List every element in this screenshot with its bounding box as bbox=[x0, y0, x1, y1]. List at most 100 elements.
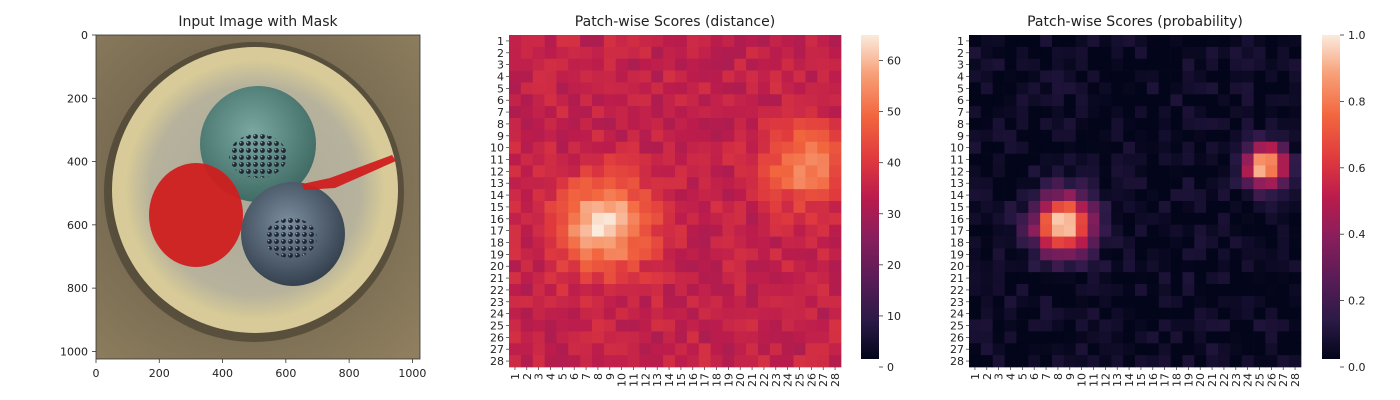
heatmap-cell bbox=[1004, 70, 1017, 83]
heatmap-cell bbox=[1182, 201, 1195, 214]
heatmap-cell bbox=[1170, 141, 1183, 154]
heatmap-cell bbox=[627, 355, 640, 368]
heatmap-cell bbox=[568, 331, 581, 344]
heatmap-cell bbox=[793, 70, 806, 83]
heatmap-cell bbox=[1028, 236, 1041, 249]
heatmap-cell bbox=[1075, 177, 1088, 190]
heatmap-cell bbox=[603, 201, 617, 214]
heatmap-cell bbox=[1146, 165, 1160, 178]
heatmap-cell bbox=[639, 165, 652, 178]
heatmap-cell bbox=[1146, 177, 1160, 190]
heatmap-cell bbox=[1182, 189, 1195, 202]
heatmap-cell bbox=[580, 201, 593, 214]
heatmap-cell bbox=[1182, 70, 1195, 83]
heatmap-cell bbox=[592, 94, 605, 107]
heatmap-cell bbox=[509, 70, 522, 83]
heatmap-cell bbox=[1052, 118, 1065, 131]
heatmap-cell bbox=[663, 82, 676, 95]
heatmap-cell bbox=[980, 106, 994, 119]
heatmap-cell bbox=[592, 224, 605, 237]
heatmap-cell bbox=[1040, 319, 1053, 332]
heatmap-cell bbox=[663, 248, 676, 261]
heatmap-cell bbox=[793, 307, 806, 320]
heatmap-cell bbox=[710, 94, 723, 107]
heatmap-cell bbox=[1146, 70, 1160, 83]
heatmap-cell bbox=[1028, 58, 1041, 71]
heatmap-cell bbox=[1052, 94, 1065, 107]
row-tick-label: 18 bbox=[950, 237, 964, 250]
heatmap-cell bbox=[769, 153, 783, 166]
heatmap-cell bbox=[1182, 82, 1195, 95]
heatmap-cell bbox=[817, 284, 830, 297]
heatmap-cell bbox=[1170, 319, 1183, 332]
heatmap-cell bbox=[1146, 272, 1160, 285]
heatmap-cell bbox=[805, 106, 818, 119]
heatmap-cell bbox=[992, 141, 1005, 154]
heatmap-cell bbox=[1146, 141, 1160, 154]
heatmap-cell bbox=[781, 248, 794, 261]
heatmap-cell bbox=[1016, 284, 1029, 297]
heatmap-cell bbox=[1016, 331, 1029, 344]
heatmap-cell bbox=[627, 319, 640, 332]
heatmap-cell bbox=[568, 177, 581, 190]
heatmap-cell bbox=[592, 319, 605, 332]
heatmap-cell bbox=[1277, 355, 1290, 368]
heatmap-cell bbox=[1099, 201, 1112, 214]
heatmap-cell bbox=[1241, 82, 1254, 95]
heatmap-cell bbox=[969, 272, 982, 285]
heatmap-cell bbox=[1194, 46, 1207, 60]
heatmap-cell bbox=[1265, 177, 1278, 190]
heatmap-cell bbox=[568, 82, 581, 95]
heatmap-cell bbox=[746, 118, 759, 131]
heatmap-cell bbox=[1289, 272, 1302, 285]
heatmap-cell bbox=[829, 46, 842, 60]
heatmap-cell bbox=[568, 212, 581, 226]
heatmap-cell bbox=[746, 284, 759, 297]
heatmap-cell bbox=[1289, 284, 1302, 297]
heatmap-cell bbox=[1218, 201, 1231, 214]
heatmap-cell bbox=[980, 260, 994, 273]
heatmap-cell bbox=[663, 272, 676, 285]
heatmap-cell bbox=[1111, 201, 1124, 214]
heatmap-cell bbox=[1265, 141, 1278, 154]
heatmap-cell bbox=[1028, 212, 1041, 226]
heatmap-cell bbox=[615, 177, 628, 190]
heatmap-cell bbox=[1028, 165, 1041, 178]
col-tick-label: 22 bbox=[1218, 373, 1231, 387]
row-tick-label: 4 bbox=[497, 71, 504, 84]
heatmap-cell bbox=[746, 307, 759, 320]
heatmap-cell bbox=[592, 343, 605, 356]
heatmap-cell bbox=[1004, 129, 1017, 143]
heatmap-cell bbox=[1123, 46, 1136, 60]
heatmap-cell bbox=[734, 189, 747, 202]
heatmap-cell bbox=[746, 35, 759, 48]
heatmap-cell bbox=[520, 129, 534, 143]
heatmap-cell bbox=[1063, 118, 1077, 131]
heatmap-cell bbox=[686, 165, 700, 178]
heatmap-cell bbox=[1229, 284, 1243, 297]
heatmap-cell bbox=[1052, 46, 1065, 60]
heatmap-cell bbox=[793, 295, 806, 309]
heatmap-cell bbox=[1004, 331, 1017, 344]
heatmap-cell bbox=[1016, 141, 1029, 154]
red-mask-streak-icon bbox=[302, 155, 396, 190]
image-frame bbox=[95, 34, 421, 360]
heatmap-cell bbox=[1229, 153, 1243, 166]
heatmap-cell bbox=[1218, 141, 1231, 154]
heatmap-cell bbox=[1099, 355, 1112, 368]
heatmap-cell bbox=[1004, 319, 1017, 332]
heatmap-cell bbox=[1229, 165, 1243, 178]
col-tick-label: 15 bbox=[675, 373, 688, 387]
heatmap-cell bbox=[580, 189, 593, 202]
heatmap-cell bbox=[615, 319, 628, 332]
probability-colorbar bbox=[1322, 35, 1340, 359]
heatmap-cell bbox=[1277, 141, 1290, 154]
heatmap-cell bbox=[580, 331, 593, 344]
heatmap-cell bbox=[992, 106, 1005, 119]
heatmap-cell bbox=[758, 189, 771, 202]
heatmap-cell bbox=[568, 355, 581, 368]
heatmap-cell bbox=[1087, 165, 1100, 178]
heatmap-cell bbox=[781, 141, 794, 154]
col-tick-label: 11 bbox=[1088, 373, 1101, 387]
